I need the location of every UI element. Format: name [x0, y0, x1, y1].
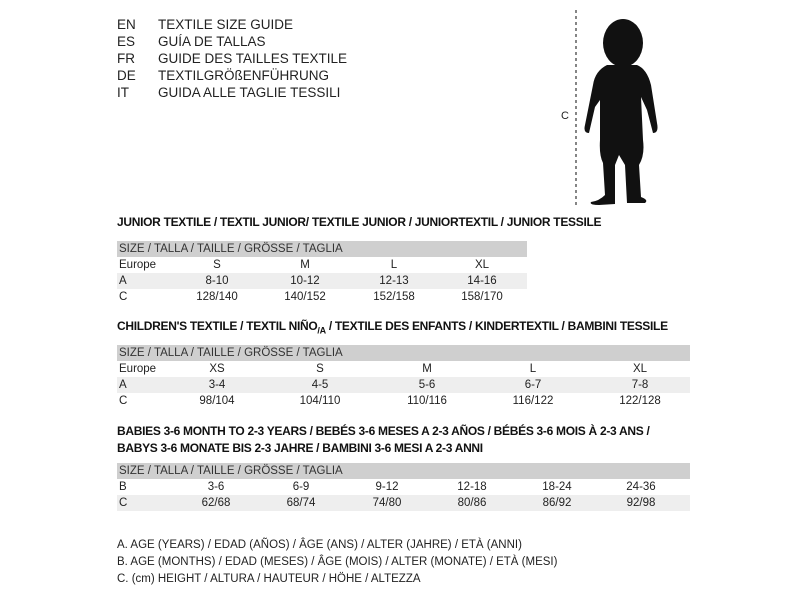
children-size-table: SIZE / TALLA / TAILLE / GRÖSSE / TAGLIA E… [117, 345, 690, 409]
table-cell: 110/116 [407, 395, 447, 407]
children-title-rest: / TEXTILE DES ENFANTS / KINDERTEXTIL / B… [325, 319, 668, 333]
language-title: TEXTILE SIZE GUIDE [158, 17, 294, 32]
legend-item: C. (cm) HEIGHT / ALTURA / HAUTEUR / HÖHE… [117, 573, 421, 585]
table-cell: XS [209, 363, 225, 375]
language-title: TEXTILGRÖßENFÜHRUNG [158, 68, 330, 83]
language-code: ES [117, 34, 136, 49]
table-cell: 92/98 [626, 497, 656, 509]
table-cell: 74/80 [372, 497, 402, 509]
table-cell: XL [474, 259, 490, 271]
table-cell: 7-8 [631, 379, 649, 391]
table-row: C 98/104 104/110 110/116 116/122 122/128 [117, 393, 690, 409]
table-header: SIZE / TALLA / TAILLE / GRÖSSE / TAGLIA [117, 463, 690, 479]
table-cell: 9-12 [375, 481, 399, 493]
language-code: FR [117, 51, 135, 66]
babies-title-line2: BABYS 3-6 MONATE BIS 2-3 JAHRE / BAMBINI… [117, 441, 483, 455]
table-row: C 128/140 140/152 152/158 158/170 [117, 289, 527, 305]
legend-item: A. AGE (YEARS) / EDAD (AÑOS) / ÂGE (ANS)… [117, 539, 522, 551]
table-cell: 24-36 [626, 481, 656, 493]
table-cell: S [316, 363, 324, 375]
table-cell: 5-6 [418, 379, 436, 391]
children-title: CHILDREN'S TEXTILE / TEXTIL NIÑO/A / TEX… [117, 319, 668, 335]
row-label: A [119, 379, 127, 391]
children-title-sub: /A [317, 325, 326, 336]
language-code: EN [117, 17, 136, 32]
babies-title-line1: BABIES 3-6 MONTH TO 2-3 YEARS / BEBÉS 3-… [117, 424, 650, 438]
table-cell: 158/170 [461, 291, 503, 303]
row-label: C [119, 497, 128, 509]
table-row: Europe S M L XL [117, 257, 527, 273]
legend-item: B. AGE (MONTHS) / EDAD (MESES) / ÂGE (MO… [117, 556, 558, 568]
table-row: Europe XS S M L XL [117, 361, 690, 377]
junior-size-table: SIZE / TALLA / TAILLE / GRÖSSE / TAGLIA E… [117, 241, 527, 305]
table-cell: M [300, 259, 310, 271]
table-cell: 104/110 [299, 395, 341, 407]
row-label: C [119, 291, 128, 303]
table-cell: L [529, 363, 537, 375]
babies-size-table: SIZE / TALLA / TAILLE / GRÖSSE / TAGLIA B… [117, 463, 690, 511]
row-label: A [119, 275, 127, 287]
table-cell: 18-24 [542, 481, 572, 493]
table-header: SIZE / TALLA / TAILLE / GRÖSSE / TAGLIA [117, 345, 690, 361]
table-cell: 140/152 [284, 291, 326, 303]
table-cell: 12-13 [379, 275, 409, 287]
table-cell: 3-4 [208, 379, 226, 391]
baby-silhouette-icon: C [561, 10, 658, 207]
row-label: Europe [119, 363, 157, 375]
table-cell: 128/140 [196, 291, 238, 303]
language-title: GUIDA ALLE TAGLIE TESSILI [158, 85, 341, 100]
language-title: GUÍA DE TALLAS [158, 34, 266, 49]
table-cell: 80/86 [457, 497, 487, 509]
table-cell: S [213, 259, 221, 271]
table-row: C 62/68 68/74 74/80 80/86 86/92 92/98 [117, 495, 690, 511]
language-code: IT [117, 85, 129, 100]
measure-label: C [561, 110, 569, 122]
table-cell: 68/74 [286, 497, 316, 509]
junior-title: JUNIOR TEXTILE / TEXTIL JUNIOR/ TEXTILE … [117, 215, 602, 229]
table-row: A 8-10 10-12 12-13 14-16 [117, 273, 527, 289]
row-label: B [119, 481, 127, 493]
table-cell: 12-18 [457, 481, 487, 493]
table-row: B 3-6 6-9 9-12 12-18 18-24 24-36 [117, 479, 690, 495]
table-cell: 62/68 [201, 497, 231, 509]
table-cell: 8-10 [205, 275, 229, 287]
table-header: SIZE / TALLA / TAILLE / GRÖSSE / TAGLIA [117, 241, 527, 257]
table-cell: 98/104 [199, 395, 235, 407]
table-cell: 152/158 [373, 291, 415, 303]
table-cell: 6-7 [524, 379, 542, 391]
header-label: SIZE / TALLA / TAILLE / GRÖSSE / TAGLIA [119, 347, 343, 359]
table-cell: 122/128 [619, 395, 661, 407]
children-title-main: CHILDREN'S TEXTILE / TEXTIL NIÑO [117, 319, 318, 333]
table-cell: 14-16 [467, 275, 497, 287]
legend: A. AGE (YEARS) / EDAD (AÑOS) / ÂGE (ANS)… [117, 537, 557, 588]
header-label: SIZE / TALLA / TAILLE / GRÖSSE / TAGLIA [119, 243, 343, 255]
table-cell: M [422, 363, 432, 375]
table-cell: 10-12 [290, 275, 320, 287]
language-title: GUIDE DES TAILLES TEXTILE [158, 51, 348, 66]
table-cell: 3-6 [207, 481, 225, 493]
table-cell: 4-5 [311, 379, 329, 391]
table-cell: XL [632, 363, 648, 375]
table-cell: 86/92 [542, 497, 572, 509]
row-label: C [119, 395, 128, 407]
row-label: Europe [119, 259, 157, 271]
header-label: SIZE / TALLA / TAILLE / GRÖSSE / TAGLIA [119, 465, 343, 477]
table-cell: L [390, 259, 398, 271]
table-row: A 3-4 4-5 5-6 6-7 7-8 [117, 377, 690, 393]
table-cell: 6-9 [292, 481, 310, 493]
table-cell: 116/122 [512, 395, 554, 407]
language-code: DE [117, 68, 136, 83]
